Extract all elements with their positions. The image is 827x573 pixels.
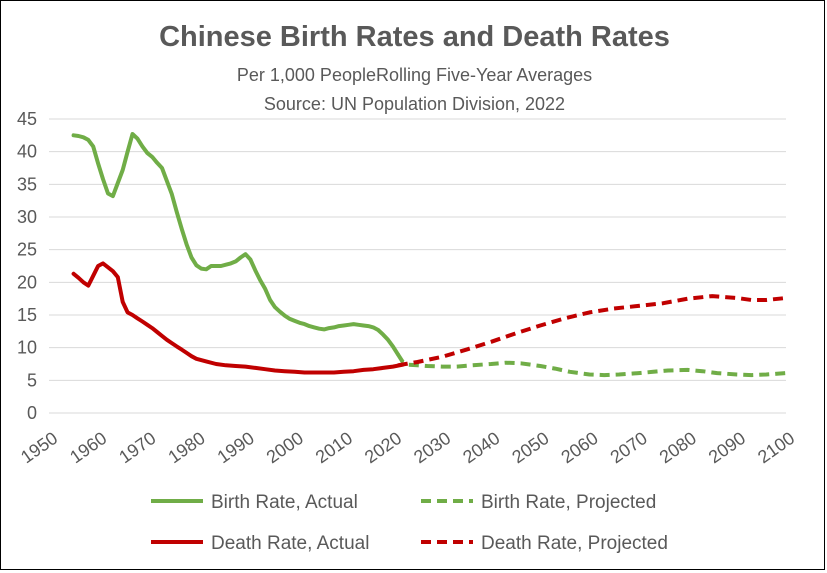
x-tick-label: 1980 bbox=[164, 428, 208, 467]
x-tick-label: 2090 bbox=[705, 428, 749, 467]
y-tick-label: 30 bbox=[17, 207, 37, 227]
legend-label: Birth Rate, Projected bbox=[481, 492, 656, 513]
x-tick-label: 2010 bbox=[312, 428, 356, 467]
legend-label: Death Rate, Actual bbox=[211, 533, 369, 554]
y-tick-label: 40 bbox=[17, 142, 37, 162]
x-axis-tick-labels: 1950 1960 1970 1980 1990 2000 2010 2020 2030 2040… bbox=[17, 428, 798, 467]
x-tick-label: 2030 bbox=[410, 428, 454, 467]
y-tick-label: 35 bbox=[17, 174, 37, 194]
x-tick-label: 1990 bbox=[214, 428, 258, 467]
y-axis-tick-labels: 0 5 10 15 20 25 30 35 40 45 bbox=[17, 109, 37, 423]
legend-label: Death Rate, Projected bbox=[481, 533, 668, 554]
y-tick-label: 15 bbox=[17, 305, 37, 325]
series-lines bbox=[71, 132, 787, 378]
y-tick-label: 0 bbox=[27, 403, 37, 423]
series-line-birth-rate-projected bbox=[396, 353, 787, 378]
x-tick-label: 1960 bbox=[66, 428, 110, 467]
y-tick-label: 45 bbox=[17, 109, 37, 129]
x-tick-label: 2080 bbox=[656, 428, 700, 467]
y-tick-label: 20 bbox=[17, 272, 37, 292]
series-line-birth-rate-actual bbox=[71, 132, 400, 357]
x-tick-label: 2100 bbox=[754, 428, 798, 467]
y-tick-label: 5 bbox=[27, 370, 37, 390]
y-tick-label: 10 bbox=[17, 338, 37, 358]
series-line-death-rate-projected bbox=[397, 294, 787, 368]
x-tick-label: 1970 bbox=[115, 428, 159, 467]
gridlines bbox=[49, 118, 786, 414]
x-tick-label: 2050 bbox=[508, 428, 552, 467]
y-tick-label: 25 bbox=[17, 240, 37, 260]
x-tick-label: 1950 bbox=[17, 428, 61, 467]
x-tick-label: 2070 bbox=[607, 428, 651, 467]
chart-subtitle-line1: Per 1,000 PeopleRolling Five-Year Averag… bbox=[236, 65, 593, 85]
x-tick-label: 2060 bbox=[557, 428, 601, 467]
legend: Birth Rate, Actual Birth Rate, Projected D… bbox=[151, 492, 668, 554]
series-line-death-rate-actual bbox=[71, 261, 405, 375]
x-tick-label: 2020 bbox=[361, 428, 405, 467]
chart-subtitle-line2: Source: UN Population Division, 2022 bbox=[263, 94, 566, 114]
legend-label: Birth Rate, Actual bbox=[211, 492, 358, 513]
x-tick-label: 2000 bbox=[263, 428, 307, 467]
chart-title: Chinese Birth Rates and Death Rates bbox=[159, 21, 670, 53]
x-tick-label: 2040 bbox=[459, 428, 503, 467]
